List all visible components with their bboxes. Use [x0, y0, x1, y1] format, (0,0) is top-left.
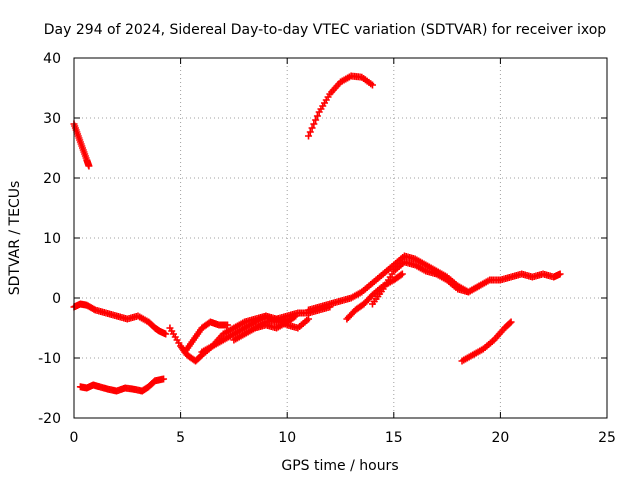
- y-axis-title: SDTVAR / TECUs: [7, 181, 23, 296]
- grid: [74, 58, 607, 418]
- y-tick-label: -20: [38, 411, 61, 427]
- x-axis-title: GPS time / hours: [281, 458, 398, 474]
- series-arc-10: [343, 270, 406, 323]
- x-tick-label: 15: [385, 430, 403, 446]
- series-arc-13: [458, 318, 515, 365]
- chart-title: Day 294 of 2024, Sidereal Day-to-day VTE…: [44, 22, 607, 38]
- data-point: [507, 318, 515, 326]
- data-point: [310, 120, 318, 128]
- y-tick-label: -10: [38, 351, 61, 367]
- x-tick-label: 5: [176, 430, 185, 446]
- y-tick-label: 30: [43, 111, 61, 127]
- data-point: [162, 330, 170, 338]
- data-point: [368, 81, 376, 89]
- y-tick-label: 10: [43, 231, 61, 247]
- data-point: [313, 112, 321, 120]
- series-arc-12: [305, 72, 376, 140]
- y-tick-label: 20: [43, 171, 61, 187]
- x-tick-label: 20: [491, 430, 509, 446]
- data-points: [70, 72, 564, 395]
- data-point: [224, 321, 232, 329]
- data-point: [397, 271, 405, 279]
- y-tick-label: 40: [43, 51, 61, 67]
- series-arc-8: [251, 315, 313, 332]
- data-point: [292, 312, 300, 320]
- data-point: [506, 319, 514, 327]
- y-tick-label: 0: [52, 291, 61, 307]
- x-tick-label: 10: [278, 430, 296, 446]
- data-point: [160, 375, 168, 383]
- series-arc-1: [70, 120, 93, 170]
- data-point: [305, 315, 313, 323]
- data-point: [308, 124, 316, 132]
- series-arc-5: [181, 318, 232, 356]
- x-tick-label: 25: [598, 430, 616, 446]
- data-point: [312, 116, 320, 124]
- series-arc-3: [76, 375, 168, 395]
- data-point: [306, 128, 314, 136]
- data-point: [305, 132, 313, 140]
- data-point: [556, 270, 564, 278]
- data-point: [475, 282, 483, 290]
- data-point: [398, 270, 406, 278]
- data-point: [290, 313, 298, 321]
- data-point: [85, 162, 93, 170]
- series-arc-11: [368, 258, 483, 308]
- x-tick-label: 0: [70, 430, 79, 446]
- axis-ticks: 0 5 10 15 20 25 -20 -10 0 10 20 30 40: [38, 51, 616, 446]
- series-arc-2: [70, 300, 170, 338]
